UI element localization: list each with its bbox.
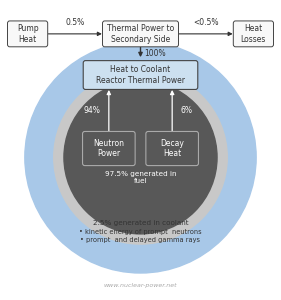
Text: Heat to Coolant
Reactor Thermal Power: Heat to Coolant Reactor Thermal Power [96, 65, 185, 85]
FancyBboxPatch shape [83, 131, 135, 166]
Text: • prompt  and delayed gamma rays: • prompt and delayed gamma rays [80, 237, 201, 243]
Text: 0.5%: 0.5% [65, 17, 85, 26]
Text: 100%: 100% [145, 49, 166, 58]
Text: 2.5% generated in coolant: 2.5% generated in coolant [93, 220, 188, 226]
Text: • kinetic energy of prompt  neutrons: • kinetic energy of prompt neutrons [79, 229, 202, 235]
FancyBboxPatch shape [233, 21, 273, 47]
Text: fuel: fuel [134, 178, 147, 184]
FancyBboxPatch shape [83, 61, 198, 89]
Text: <0.5%: <0.5% [193, 17, 219, 26]
Ellipse shape [25, 42, 256, 273]
Text: www.nuclear-power.net: www.nuclear-power.net [104, 283, 177, 288]
Text: Heat
Losses: Heat Losses [241, 24, 266, 44]
Text: 6%: 6% [180, 106, 192, 115]
FancyBboxPatch shape [8, 21, 48, 47]
Text: Decay
Heat: Decay Heat [160, 139, 184, 158]
Ellipse shape [64, 81, 217, 234]
Text: Thermal Power to
Secondary Side: Thermal Power to Secondary Side [107, 24, 174, 44]
Text: Neutron
Power: Neutron Power [93, 139, 124, 158]
Ellipse shape [54, 70, 227, 244]
Text: Pump
Heat: Pump Heat [17, 24, 38, 44]
FancyBboxPatch shape [103, 21, 178, 47]
Text: 94%: 94% [84, 106, 101, 115]
Text: 97.5% generated in: 97.5% generated in [105, 171, 176, 177]
FancyBboxPatch shape [146, 131, 198, 166]
